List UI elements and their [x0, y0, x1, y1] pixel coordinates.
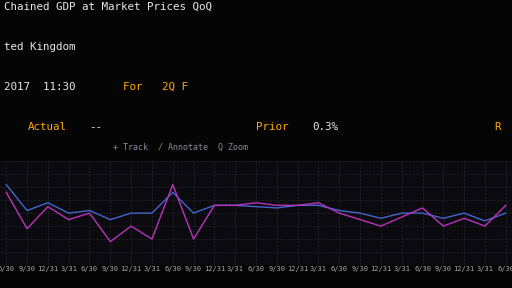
Text: Chained GDP at Market Prices QoQ: Chained GDP at Market Prices QoQ	[4, 1, 212, 12]
Text: Prior: Prior	[256, 122, 288, 132]
Text: For   2Q F: For 2Q F	[123, 82, 188, 92]
Text: Actual: Actual	[28, 122, 67, 132]
Text: 2017  11:30: 2017 11:30	[4, 82, 76, 92]
Text: --: --	[90, 122, 102, 132]
Text: R: R	[494, 122, 501, 132]
Text: ted Kingdom: ted Kingdom	[4, 42, 76, 52]
Text: + Track  / Annotate  Q Zoom: + Track / Annotate Q Zoom	[113, 143, 248, 151]
Text: 0.3%: 0.3%	[312, 122, 338, 132]
